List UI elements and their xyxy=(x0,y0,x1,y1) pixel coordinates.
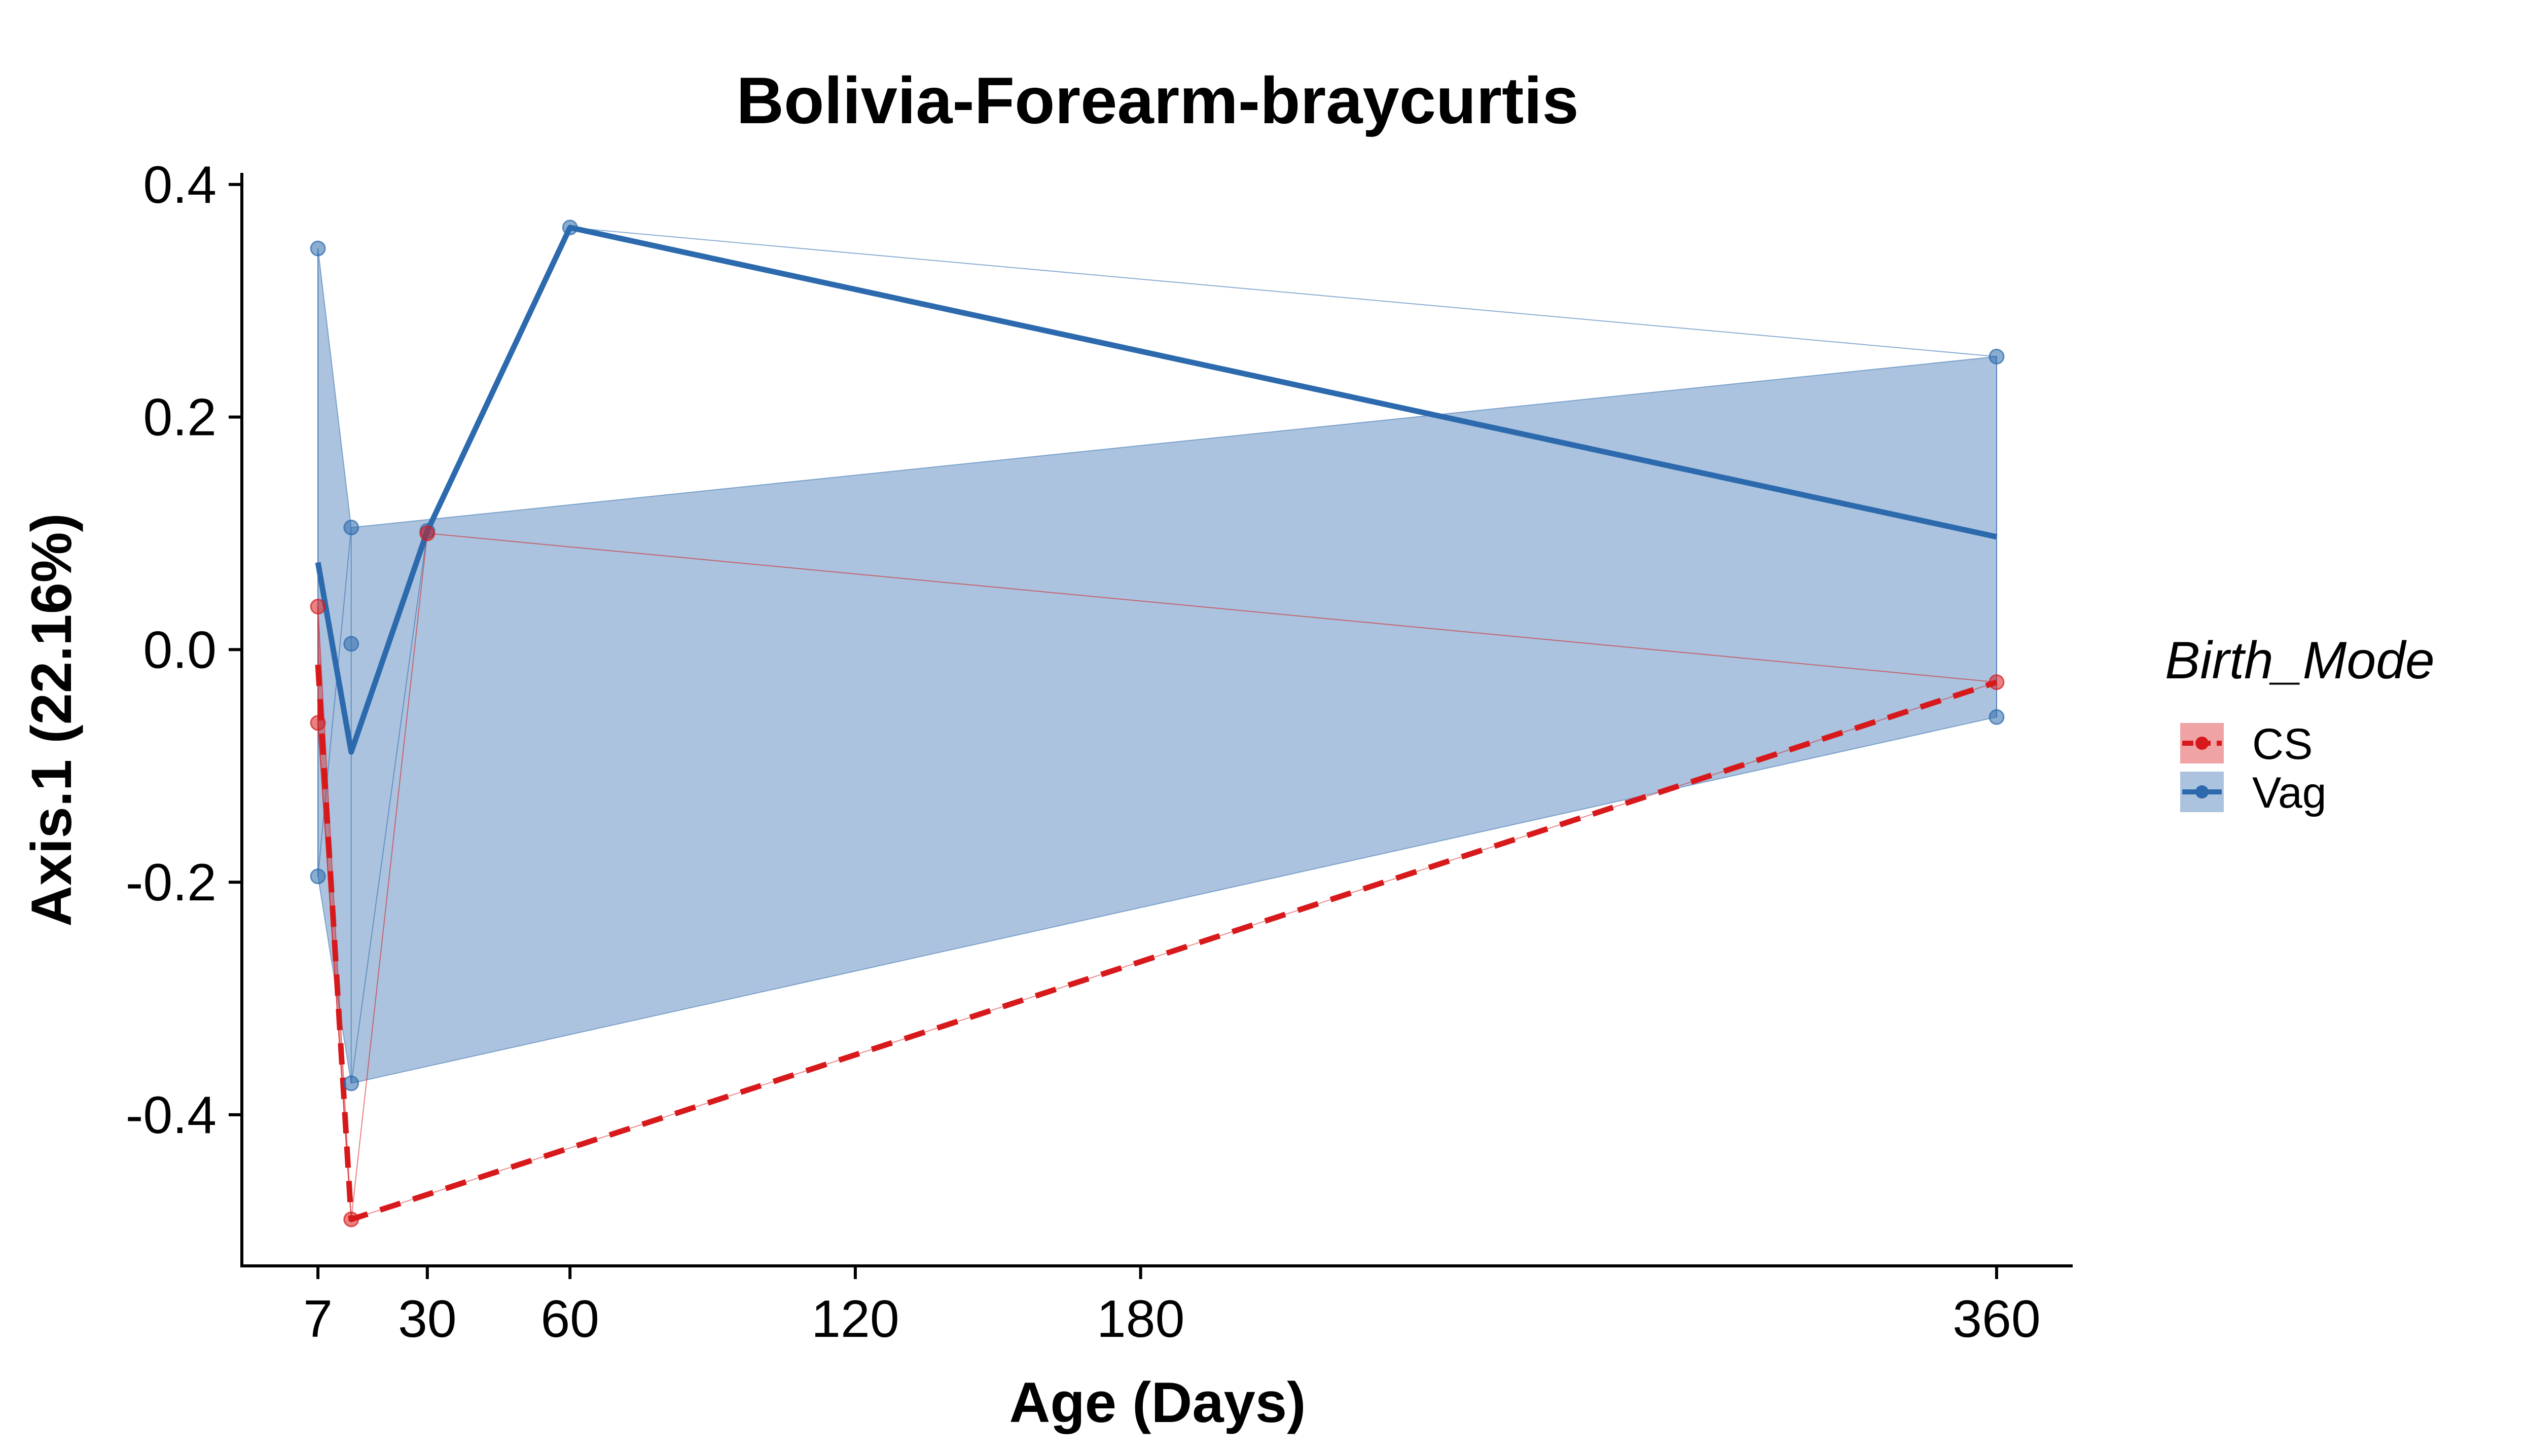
point-cs-0 xyxy=(310,599,326,615)
legend-label-vag: Vag xyxy=(2252,769,2327,817)
point-vag-7 xyxy=(1989,348,2005,365)
ribbon-layer xyxy=(317,248,1997,1220)
point-vag-2 xyxy=(343,520,359,536)
legend-key-point-cs xyxy=(2195,737,2209,750)
y-tick-label: -0.4 xyxy=(126,1086,216,1145)
legend-label-cs: CS xyxy=(2252,720,2313,769)
x-tick-label: 120 xyxy=(811,1290,899,1349)
x-tick-label: 60 xyxy=(540,1290,599,1349)
x-tick-label: 7 xyxy=(303,1290,333,1349)
tick-layer: 7 30 60 120 180 360 -0.4 -0.2 0.0 0.2 0.4 xyxy=(126,156,2041,1349)
point-cs-3 xyxy=(419,525,436,541)
point-vag-1 xyxy=(310,868,326,885)
point-layer xyxy=(310,220,2005,1227)
x-axis-title: Age (Days) xyxy=(1009,1371,1306,1434)
point-vag-8 xyxy=(1989,709,2005,725)
point-cs-4 xyxy=(1989,674,2005,690)
x-tick-label: 180 xyxy=(1097,1290,1185,1349)
y-tick-label: 0.0 xyxy=(143,621,216,679)
point-cs-1 xyxy=(310,715,326,731)
x-tick-label: 30 xyxy=(398,1290,457,1349)
point-vag-0 xyxy=(310,240,326,257)
axes-layer xyxy=(240,173,2073,1267)
y-tick-label: -0.2 xyxy=(126,853,216,912)
chart-title: Bolivia-Forearm-braycurtis xyxy=(736,63,1579,137)
legend-title: Birth_Mode xyxy=(2165,631,2435,690)
point-vag-4 xyxy=(343,1075,359,1091)
x-tick-label: 360 xyxy=(1953,1290,2041,1349)
point-cs-2 xyxy=(343,1211,359,1227)
y-tick-label: 0.2 xyxy=(143,388,216,447)
y-axis-title: Axis.1 (22.16%) xyxy=(20,513,83,927)
legend-key-point-vag xyxy=(2195,785,2209,798)
point-vag-6 xyxy=(562,220,578,236)
ribbon-vag xyxy=(317,248,1997,1084)
y-tick-label: 0.4 xyxy=(143,156,216,214)
point-vag-3 xyxy=(343,636,359,652)
